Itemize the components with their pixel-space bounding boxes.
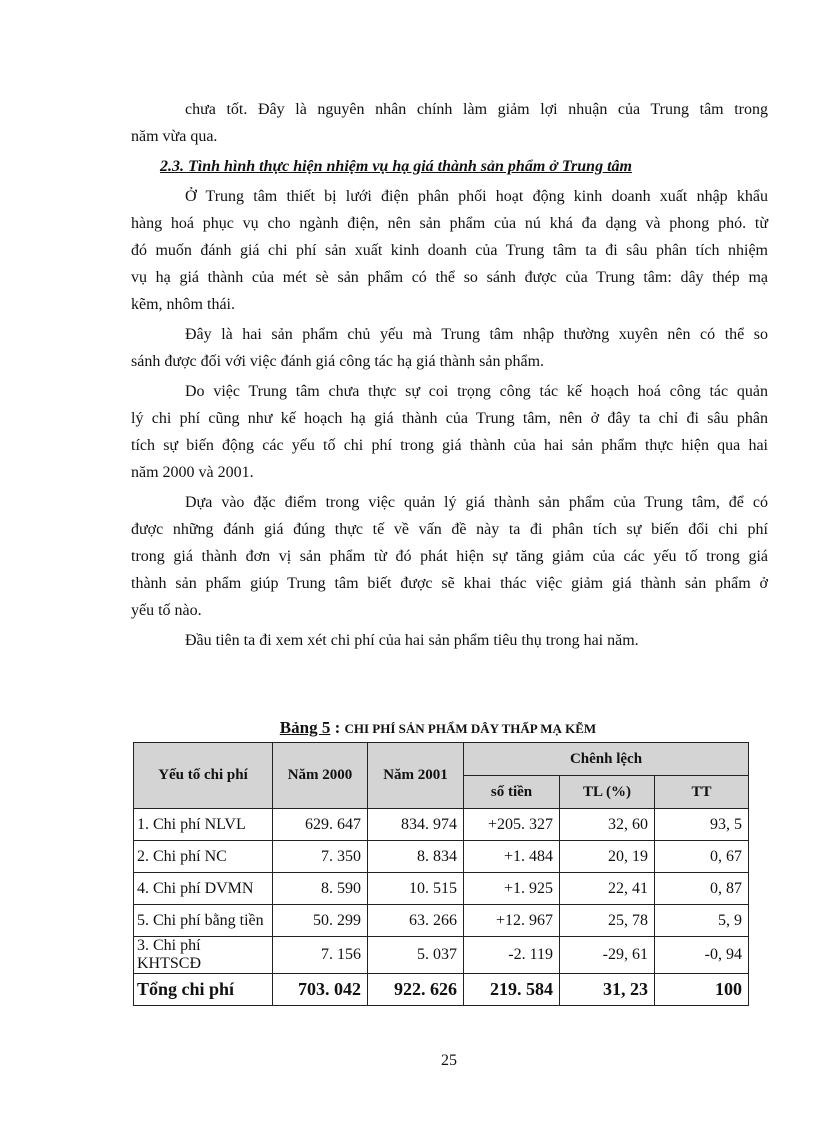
section-heading: 2.3. Tình hình thực hiện nhiệm vụ hạ giá…	[160, 158, 632, 175]
cell-factor: 5. Chi phí bằng tiền	[133, 904, 273, 937]
text-line: chưa tốt. Đây là nguyên nhân chính làm g…	[185, 101, 768, 118]
cell-2001: 922. 626	[367, 973, 464, 1006]
header-2000: Năm 2000	[272, 742, 368, 809]
text-line: được những đánh giá đúng thực tế về vấn …	[131, 521, 768, 538]
body-text: chưa tốt. Đây là nguyên nhân chính làm g…	[131, 93, 768, 654]
table-caption: Bảng 5 : CHI PHÍ SẢN PHẨM DÂY THẤP MẠ KẼ…	[0, 718, 816, 738]
cell-2000: 50. 299	[272, 904, 368, 937]
text-line: Do việc Trung tâm chưa thực sự coi trọng…	[185, 383, 768, 400]
cell-factor: 1. Chi phí NLVL	[133, 808, 273, 841]
cell-amount: -2. 119	[463, 936, 560, 974]
table-caption-colon: :	[330, 718, 345, 737]
total-row: Tổng chi phí 703. 042 922. 626 219. 584 …	[133, 973, 749, 1006]
cell-factor: 3. Chi phí KHTSCĐ	[133, 936, 273, 974]
page-number: 25	[441, 1052, 457, 1069]
header-difference: Chênh lệch	[463, 742, 749, 776]
cell-rate: 20, 19	[559, 840, 655, 873]
paragraph: Đầu tiên ta đi xem xét chi phí của hai s…	[131, 627, 768, 654]
cell-rate: 31, 23	[559, 973, 655, 1006]
text-line: Dựa vào đặc điểm trong việc quản lý giá …	[185, 494, 768, 511]
cell-2000: 8. 590	[272, 872, 368, 905]
text-line: vụ hạ giá thành của mét sè sản phẩm có t…	[131, 269, 768, 286]
cell-2001: 63. 266	[367, 904, 464, 937]
cell-amount: +1. 484	[463, 840, 560, 873]
cell-amount: 219. 584	[463, 973, 560, 1006]
cell-rate: -29, 61	[559, 936, 655, 974]
cell-rate: 32, 60	[559, 808, 655, 841]
header-rate: TL (%)	[559, 775, 655, 809]
text-line: sánh được đối với việc đánh giá công tác…	[131, 353, 545, 370]
text-line: Ở Trung tâm thiết bị lưới điện phân phối…	[185, 188, 768, 205]
text-line: đó muốn đánh giá chi phí sản xuất kinh d…	[131, 242, 768, 259]
text-line: kẽm, nhôm thái.	[131, 296, 235, 313]
paragraph: chưa tốt. Đây là nguyên nhân chính làm g…	[131, 96, 768, 150]
text-line: tích sự biến động các yếu tố chi phí tro…	[131, 437, 768, 454]
header-factor: Yếu tố chi phí	[133, 742, 273, 809]
table-row: 1. Chi phí NLVL 629. 647 834. 974 +205. …	[133, 808, 749, 841]
cell-2001: 834. 974	[367, 808, 464, 841]
table-title: CHI PHÍ SẢN PHẨM DÂY THẤP MẠ KẼM	[344, 721, 597, 736]
header-2001: Năm 2001	[367, 742, 464, 809]
cell-2000: 703. 042	[272, 973, 368, 1006]
cell-2001: 10. 515	[367, 872, 464, 905]
cell-rate: 22, 41	[559, 872, 655, 905]
text-line: năm vừa qua.	[131, 128, 218, 145]
text-line: Đây là hai sản phẩm chủ yếu mà Trung tâm…	[185, 326, 768, 343]
cell-rate: 25, 78	[559, 904, 655, 937]
text-line: yếu tố nào.	[131, 602, 202, 619]
table-row: 3. Chi phí KHTSCĐ 7. 156 5. 037 -2. 119 …	[133, 936, 749, 974]
cell-factor: 2. Chi phí NC	[133, 840, 273, 873]
cell-share: 93, 5	[654, 808, 749, 841]
cell-2000: 7. 350	[272, 840, 368, 873]
cell-amount: +1. 925	[463, 872, 560, 905]
cell-share: 100	[654, 973, 749, 1006]
text-line: lý chi phí cũng như kế hoạch hạ giá thàn…	[131, 410, 768, 427]
cell-2001: 5. 037	[367, 936, 464, 974]
cell-share: -0, 94	[654, 936, 749, 974]
cell-factor: 4. Chi phí DVMN	[133, 872, 273, 905]
cost-table: Yếu tố chi phí Năm 2000 Năm 2001 Chênh l…	[133, 742, 749, 1006]
table-label: Bảng 5	[279, 718, 331, 737]
text-line: trong giá thành đơn vị sản phẩm từ đó ph…	[131, 548, 768, 565]
text-line: thành sản phẩm giúp Trung tâm biết được …	[131, 575, 768, 592]
cell-share: 0, 87	[654, 872, 749, 905]
cell-2000: 629. 647	[272, 808, 368, 841]
paragraph: Đây là hai sản phẩm chủ yếu mà Trung tâm…	[131, 321, 768, 375]
text-line: năm 2000 và 2001.	[131, 464, 254, 481]
table-row: 4. Chi phí DVMN 8. 590 10. 515 +1. 925 2…	[133, 872, 749, 905]
cell-factor: Tổng chi phí	[133, 973, 273, 1006]
paragraph: Dựa vào đặc điểm trong việc quản lý giá …	[131, 489, 768, 624]
cell-amount: +12. 967	[463, 904, 560, 937]
paragraph: Ở Trung tâm thiết bị lưới điện phân phối…	[131, 183, 768, 318]
header-amount: số tiền	[463, 775, 560, 809]
cell-2001: 8. 834	[367, 840, 464, 873]
text-line: Đầu tiên ta đi xem xét chi phí của hai s…	[185, 632, 639, 649]
table-row: 2. Chi phí NC 7. 350 8. 834 +1. 484 20, …	[133, 840, 749, 873]
cell-share: 0, 67	[654, 840, 749, 873]
text-line: hàng hoá phục vụ cho ngành điện, nên sản…	[131, 215, 768, 232]
cell-share: 5, 9	[654, 904, 749, 937]
header-share: TT	[654, 775, 749, 809]
cell-2000: 7. 156	[272, 936, 368, 974]
table-row: 5. Chi phí bằng tiền 50. 299 63. 266 +12…	[133, 904, 749, 937]
cell-amount: +205. 327	[463, 808, 560, 841]
paragraph: Do việc Trung tâm chưa thực sự coi trọng…	[131, 378, 768, 486]
